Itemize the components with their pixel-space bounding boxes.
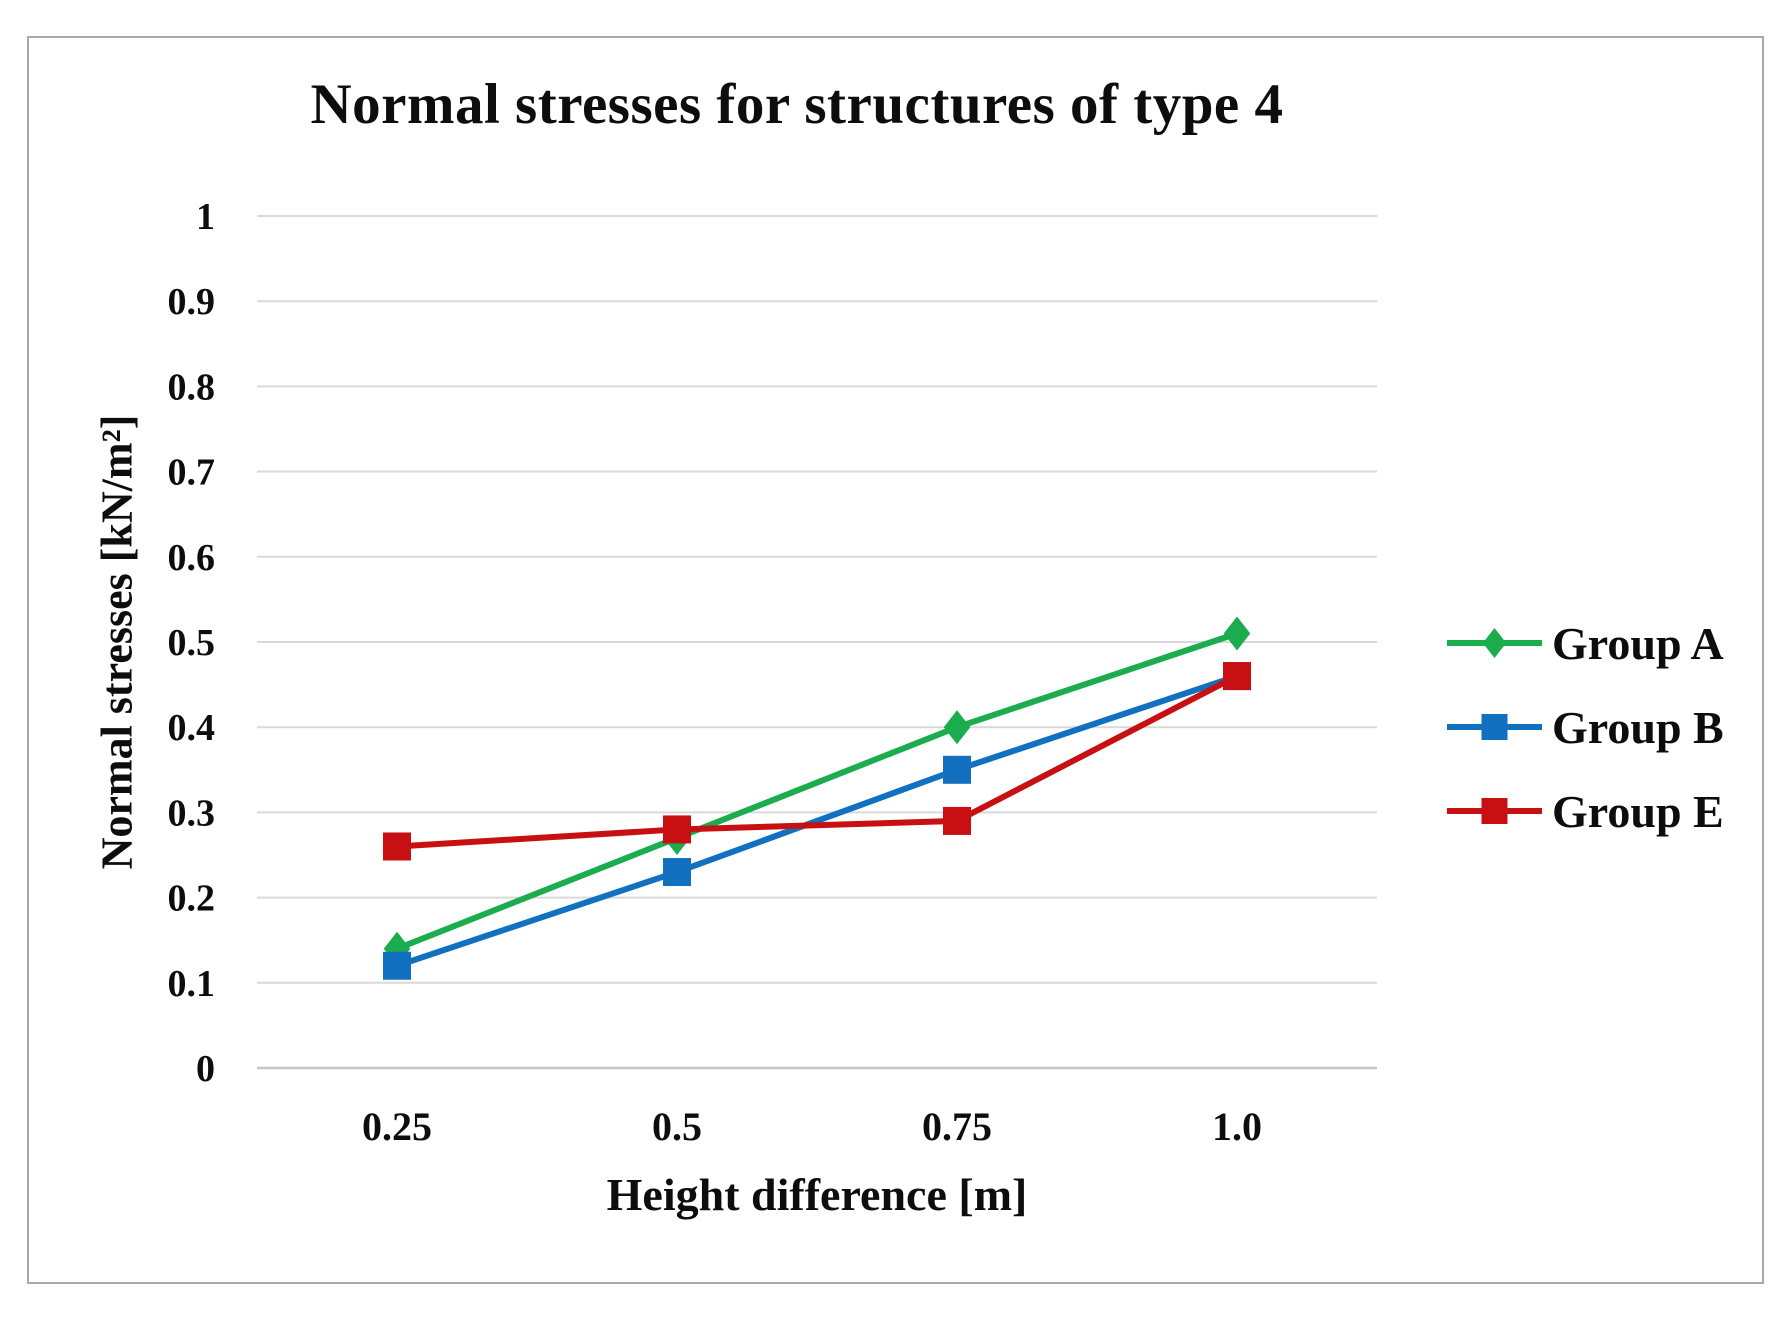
x-tick-label: 0.25 <box>362 1104 432 1149</box>
y-tick-label: 0.7 <box>168 452 216 494</box>
series-line-group-a <box>394 630 1240 952</box>
y-tick-label: 0.5 <box>168 622 216 664</box>
data-point-marker-group-a <box>943 710 971 745</box>
data-point-marker-group-b <box>943 755 971 784</box>
x-axis-title: Height difference [m] <box>606 1169 1028 1220</box>
x-tick-label: 0.5 <box>652 1104 702 1149</box>
data-point-marker-group-e <box>1223 662 1251 691</box>
chart-title: Normal stresses for structures of type 4 <box>310 73 1284 136</box>
data-point-marker-group-b <box>663 858 691 887</box>
y-tick-label: 0.1 <box>168 963 216 1005</box>
legend-marker-group-b <box>1481 714 1508 740</box>
y-tick-label: 0.3 <box>168 792 216 834</box>
y-tick-label: 1 <box>196 196 215 238</box>
chart-frame <box>27 36 1764 1284</box>
data-point-marker-group-e <box>663 815 691 844</box>
data-point-marker-group-e <box>943 806 971 835</box>
y-tick-label: 0.2 <box>168 878 216 920</box>
legend-label-group-b: Group B <box>1552 702 1724 753</box>
y-tick-label: 0.8 <box>168 366 216 408</box>
y-tick-label: 0 <box>196 1048 215 1090</box>
legend-marker-group-e <box>1481 798 1508 824</box>
data-point-marker-group-b <box>383 951 411 980</box>
y-tick-label: 0.4 <box>168 707 216 749</box>
x-tick-label: 0.75 <box>922 1104 992 1149</box>
legend-marker-group-a <box>1482 628 1507 658</box>
x-tick-label: 1.0 <box>1212 1104 1262 1149</box>
series-line-group-e <box>394 673 1240 850</box>
y-tick-label: 0.9 <box>168 281 216 323</box>
data-point-marker-group-a <box>1223 616 1251 651</box>
series-line-group-b <box>394 673 1240 969</box>
legend-label-group-a: Group A <box>1552 618 1724 669</box>
data-point-marker-group-e <box>383 832 411 861</box>
legend-label-group-e: Group E <box>1552 786 1724 837</box>
y-tick-label: 0.6 <box>168 537 216 579</box>
